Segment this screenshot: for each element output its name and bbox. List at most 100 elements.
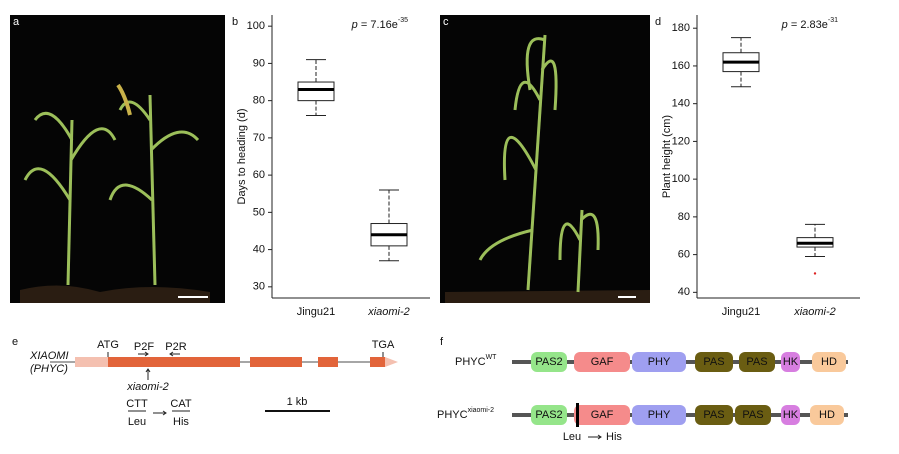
p-symbol: p	[781, 19, 788, 31]
gene-name: XIAOMI	[29, 350, 69, 362]
y-tick-label: 70	[253, 132, 265, 144]
amino-acid: His	[173, 416, 189, 428]
domain	[632, 352, 686, 372]
annotation: p = 2.83e-31	[781, 17, 838, 31]
domain-label: GAF	[591, 356, 614, 368]
codon: CTT	[126, 398, 148, 410]
y-tick-label: 80	[678, 211, 690, 223]
exon	[318, 357, 338, 367]
arrow	[588, 434, 602, 440]
outlier	[813, 272, 817, 275]
codon: CAT	[170, 398, 191, 410]
photo	[10, 15, 225, 303]
protein-name: PHYCxiaomi-2	[437, 407, 494, 421]
y-tick-label: 30	[253, 281, 265, 293]
y-tick-label: 120	[672, 135, 690, 147]
y-tick-label: 80	[253, 95, 265, 107]
domain-label: PAS	[742, 409, 763, 421]
panel-label: e	[12, 336, 18, 348]
panicle	[116, 83, 132, 116]
amino-acid: His	[606, 431, 622, 443]
domain-label: PAS	[703, 409, 724, 421]
domain	[695, 352, 733, 372]
amino-acid: Leu	[128, 416, 146, 428]
photo	[440, 15, 650, 303]
domain-label: HD	[819, 409, 835, 421]
y-tick-label: 60	[253, 169, 265, 181]
panel-label: c	[443, 16, 449, 28]
amino-acid: Leu	[563, 431, 581, 443]
y-tick-label: 100	[672, 173, 690, 185]
panel-label: f	[440, 336, 444, 348]
gene-alias: (PHYC)	[30, 363, 68, 375]
annotation: p = 7.16e-35	[351, 17, 408, 31]
y-tick-label: 90	[253, 57, 265, 69]
utr	[75, 357, 109, 367]
plant	[478, 34, 600, 293]
domain	[574, 405, 630, 425]
domain	[735, 405, 771, 425]
start-codon: ATG	[97, 339, 119, 351]
y-tick-label: 60	[678, 249, 690, 261]
domain-label: PHY	[648, 409, 671, 421]
domain	[812, 352, 846, 372]
x-tick-label: Jingu21	[722, 306, 761, 318]
panel-label: b	[232, 16, 238, 28]
superscript: xiaomi-2	[468, 407, 495, 414]
exon	[250, 357, 302, 367]
domain-label: GAF	[591, 409, 614, 421]
domain-label: PAS2	[535, 356, 562, 368]
panel-label: d	[655, 16, 661, 28]
name: PHYC	[437, 409, 468, 421]
soil	[20, 285, 210, 303]
scale-label: 1 kb	[287, 396, 308, 408]
domain	[739, 352, 775, 372]
domain-label: HK	[783, 409, 799, 421]
y-tick-label: 160	[672, 60, 690, 72]
y-axis-label: Plant height (cm)	[661, 115, 673, 198]
exon	[108, 357, 240, 367]
soil	[445, 290, 650, 303]
domain	[531, 352, 567, 372]
domain-label: PAS2	[535, 409, 562, 421]
primer: P2R	[165, 341, 186, 353]
box	[297, 81, 335, 102]
name: PHYC	[455, 356, 486, 368]
p-exponent: -31	[828, 17, 838, 24]
domain	[810, 405, 844, 425]
domain	[695, 405, 733, 425]
utr	[385, 357, 398, 367]
domain	[531, 405, 567, 425]
domain-label: HD	[821, 356, 837, 368]
arrow	[153, 410, 167, 416]
y-tick-label: 180	[672, 22, 690, 34]
x-tick-label: Jingu21	[297, 306, 336, 318]
superscript: WT	[486, 354, 498, 361]
domain-label: PHY	[648, 356, 671, 368]
y-tick-label: 50	[253, 206, 265, 218]
y-tick-label: 40	[253, 243, 265, 255]
domain-label: PAS	[703, 356, 724, 368]
mutant-name: xiaomi-2	[126, 381, 169, 393]
x-tick-label: xiaomi-2	[367, 306, 410, 318]
primer-arrow	[169, 351, 180, 357]
plant	[23, 94, 200, 286]
domain-label: HK	[783, 356, 799, 368]
p-value: = 2.83e	[788, 19, 828, 31]
y-axis-label: Days to heading (d)	[236, 109, 248, 205]
protein-name: PHYCWT	[455, 354, 497, 368]
stop-codon: TGA	[372, 339, 395, 351]
mutation-site	[576, 403, 579, 427]
domain	[632, 405, 686, 425]
p-value: = 7.16e	[358, 19, 398, 31]
exon	[370, 357, 385, 367]
y-tick-label: 40	[678, 286, 690, 298]
panel-label: a	[13, 16, 20, 28]
primer-arrow	[138, 351, 149, 357]
p-symbol: p	[351, 19, 358, 31]
domain	[574, 352, 630, 372]
primer: P2F	[134, 341, 154, 353]
y-tick-label: 100	[247, 20, 265, 32]
